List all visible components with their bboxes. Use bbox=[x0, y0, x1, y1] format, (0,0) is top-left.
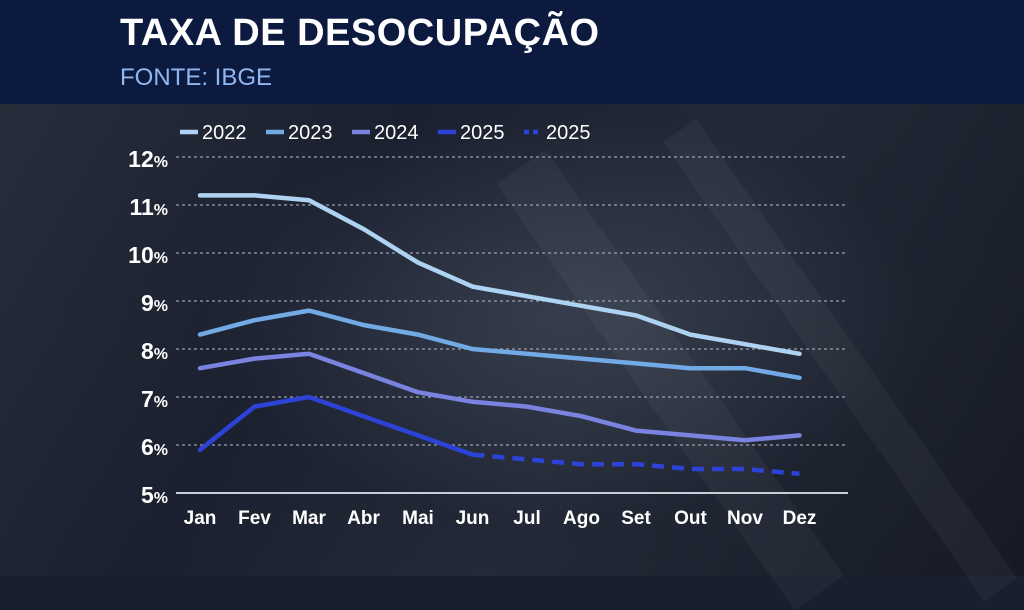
series-line-2023 bbox=[197, 308, 802, 381]
x-tick-label: Out bbox=[674, 508, 707, 529]
chart-title: TAXA DE DESOCUPAÇÃO bbox=[120, 12, 600, 54]
y-tick-label: 5% bbox=[141, 482, 168, 508]
legend-label: 2023 bbox=[288, 122, 333, 144]
header-banner: TAXA DE DESOCUPAÇÃO FONTE: IBGE bbox=[0, 0, 1024, 104]
x-tick-label: Mai bbox=[402, 508, 434, 529]
x-tick-label: Ago bbox=[563, 508, 600, 529]
y-tick-label: 6% bbox=[141, 434, 168, 460]
y-tick-label: 8% bbox=[141, 338, 168, 364]
series-line-2025-projected bbox=[472, 452, 800, 477]
legend-label: 2025 bbox=[546, 122, 591, 144]
x-tick-label: Jan bbox=[184, 508, 217, 529]
x-tick-label: Jun bbox=[456, 508, 490, 529]
series-line-2022 bbox=[197, 193, 802, 357]
x-tick-label: Jul bbox=[513, 508, 540, 529]
legend-label: 2025 bbox=[460, 122, 505, 144]
x-tick-label: Nov bbox=[727, 508, 763, 529]
x-axis-ticks: Jan Fev Mar Abr Mai Jun Jul Ago Set Out Nov Dez bbox=[184, 508, 817, 529]
y-tick-label: 12% bbox=[128, 146, 168, 172]
y-tick-label: 7% bbox=[141, 386, 168, 412]
x-tick-label: Abr bbox=[347, 508, 380, 529]
grid-lines bbox=[176, 156, 848, 446]
x-tick-label: Dez bbox=[783, 508, 817, 529]
y-tick-label: 10% bbox=[128, 242, 168, 268]
y-axis-ticks: 5% 6% 7% 8% 9% 10% 11% 12% bbox=[128, 146, 168, 508]
series-line-2025 bbox=[197, 394, 475, 457]
y-tick-label: 11% bbox=[129, 194, 168, 220]
legend-label: 2022 bbox=[202, 122, 247, 144]
x-tick-label: Fev bbox=[238, 508, 271, 529]
chart-source: FONTE: IBGE bbox=[120, 64, 273, 91]
series-line-2024 bbox=[197, 351, 802, 443]
line-chart: 5% 6% 7% 8% 9% 10% 11% 12% Jan Fev Mar Abr Mai Jun Ju… bbox=[128, 122, 848, 529]
series-lines bbox=[197, 193, 802, 477]
legend: 2022 2023 2024 2025 2025 bbox=[180, 122, 591, 144]
x-tick-label: Mar bbox=[292, 508, 326, 529]
y-tick-label: 9% bbox=[141, 290, 168, 316]
legend-label: 2024 bbox=[374, 122, 419, 144]
x-tick-label: Set bbox=[621, 508, 651, 529]
